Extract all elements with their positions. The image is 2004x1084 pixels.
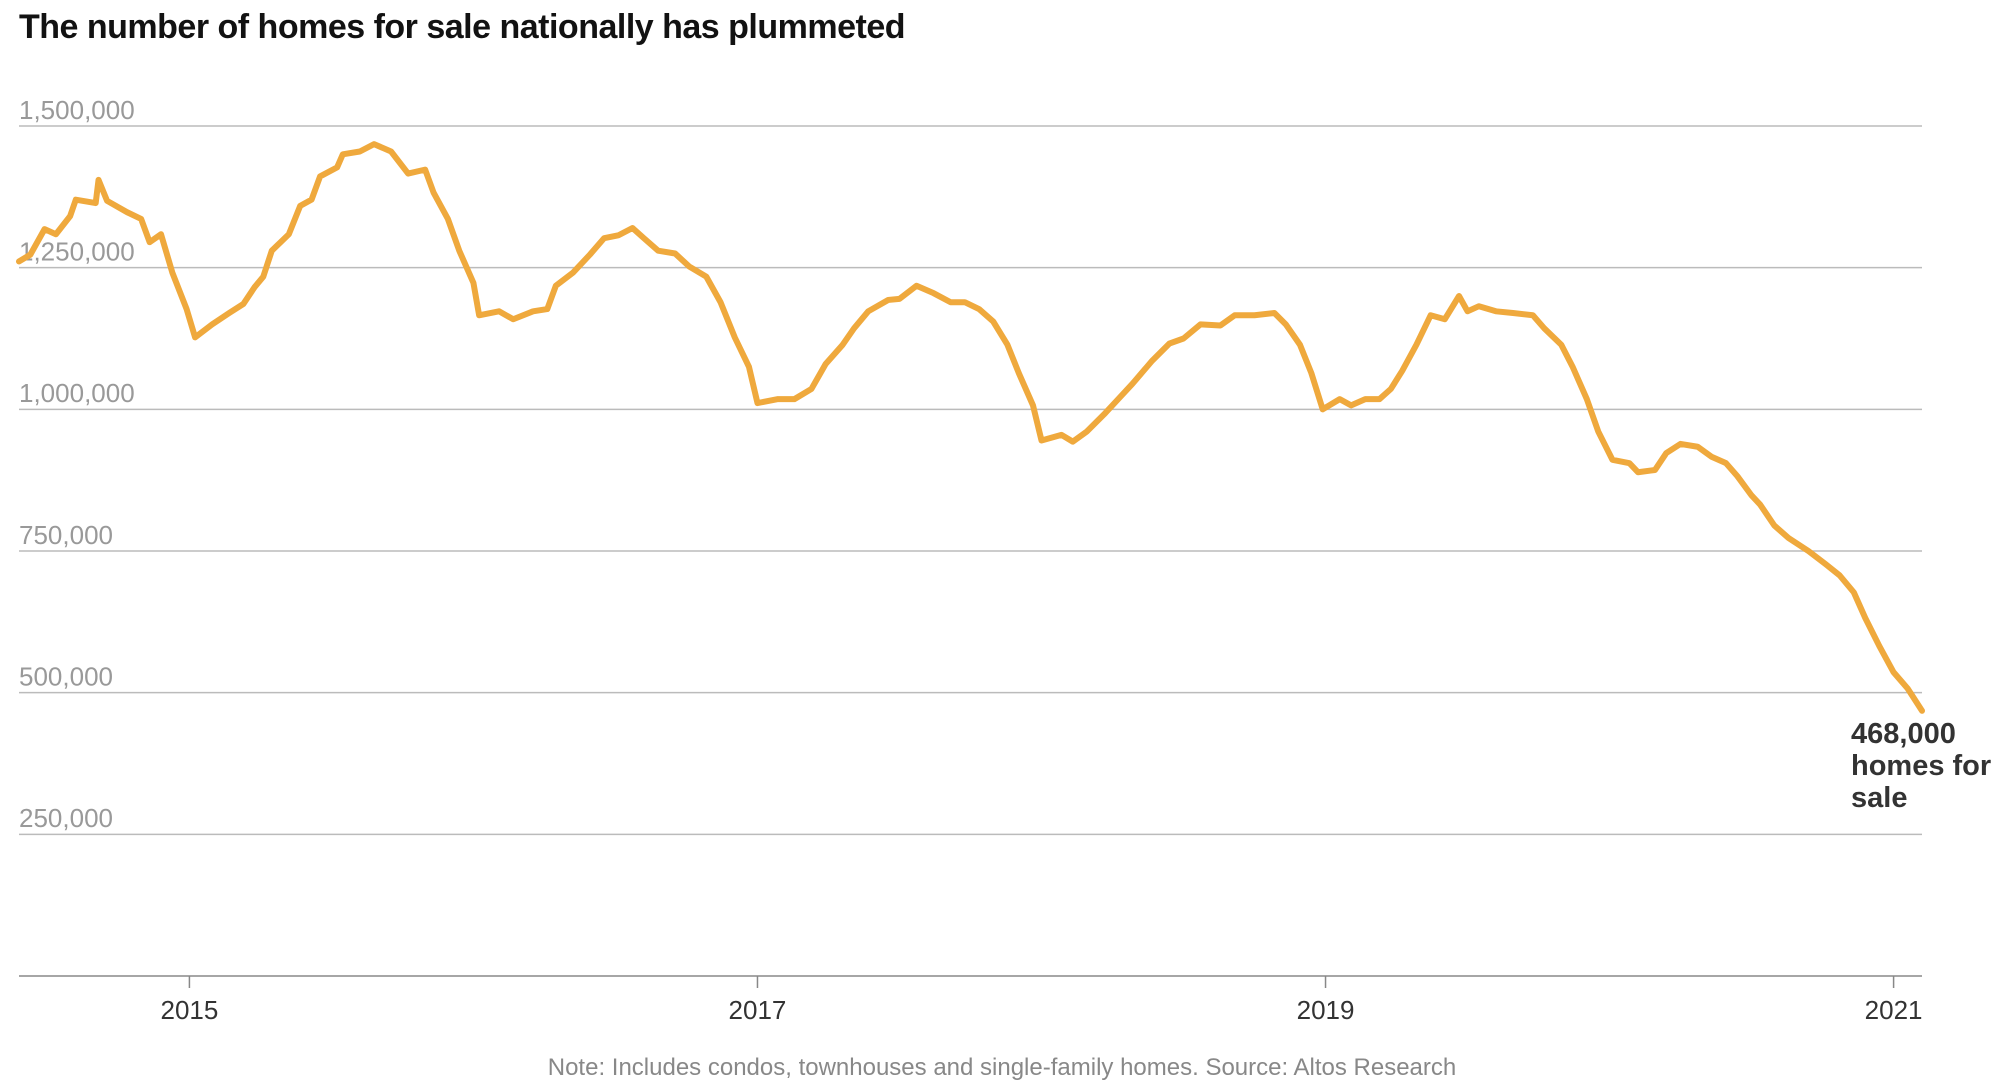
y-tick-label: 1,500,000	[19, 95, 135, 125]
y-tick-label: 1,000,000	[19, 378, 135, 408]
x-tick-label: 2015	[160, 995, 218, 1025]
x-tick-label: 2021	[1865, 995, 1923, 1025]
y-tick-label: 750,000	[19, 520, 113, 550]
chart-title: The number of homes for sale nationally …	[19, 8, 906, 46]
y-tick-label: 500,000	[19, 662, 113, 692]
x-tick-label: 2017	[729, 995, 787, 1025]
annotation: 468,000 homes for sale	[1851, 718, 1992, 814]
line	[16, 141, 1925, 714]
x-tick-label: 2019	[1297, 995, 1355, 1025]
note: Note: Includes condos, townhouses and si…	[547, 1054, 1457, 1081]
y-tick-label: 250,000	[19, 803, 113, 833]
